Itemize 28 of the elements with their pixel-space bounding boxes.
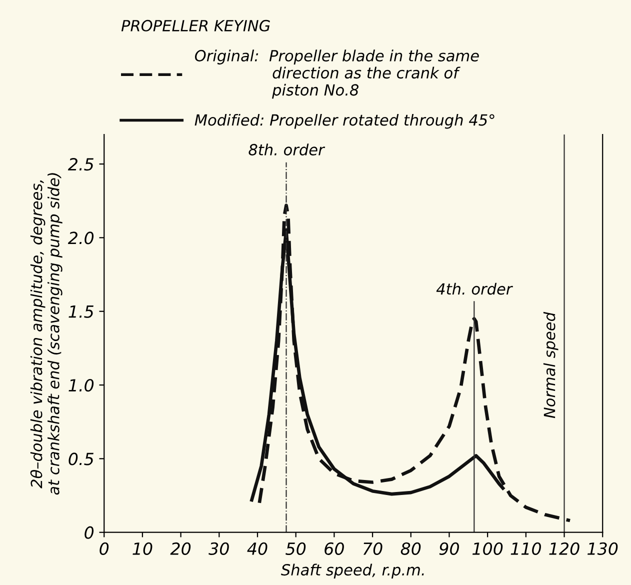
- x-tick-label: 50: [286, 542, 306, 555]
- y-tick-label: 0.5: [68, 452, 94, 466]
- x-tick-label: 90: [439, 542, 459, 555]
- ref-line-label: 8th. order: [248, 144, 326, 156]
- y-tick-label: 1.0: [68, 378, 94, 392]
- x-tick-label: 40: [247, 542, 268, 555]
- ref-line-label: Normal speed: [543, 312, 558, 418]
- ref-line-label: 4th. order: [436, 282, 513, 295]
- legend-label: Modified: Propeller rotated through 45°: [194, 114, 494, 129]
- x-tick-label: 70: [363, 542, 382, 555]
- legend-label: Original: Propeller blade in the same direction as the crank of piston No.8: [194, 50, 479, 99]
- x-tick-label: 30: [208, 542, 229, 555]
- x-tick-label: 60: [324, 542, 344, 555]
- x-tick-label: 20: [170, 542, 191, 555]
- x-tick-label: 120: [549, 542, 580, 555]
- y-tick-label: 0: [84, 526, 94, 539]
- x-tick-label: 10: [132, 542, 152, 555]
- y-axis-title: 2θ–double vibration amplitude, degrees, at crankshaft end (scavenging pump side): [30, 173, 62, 495]
- x-tick-label: 100: [472, 542, 503, 555]
- legend-title: PROPELLER KEYING: [121, 20, 270, 32]
- x-axis-title: Shaft speed, r.p.m.: [281, 564, 424, 579]
- y-tick-label: 2.5: [68, 158, 94, 171]
- y-tick-label: 1.5: [68, 306, 94, 318]
- y-tick-label: 2.0: [68, 232, 94, 244]
- x-tick-label: 130: [588, 542, 618, 555]
- x-tick-label: 80: [400, 542, 421, 555]
- x-tick-label: 110: [510, 542, 541, 555]
- x-tick-label: 0: [100, 542, 109, 555]
